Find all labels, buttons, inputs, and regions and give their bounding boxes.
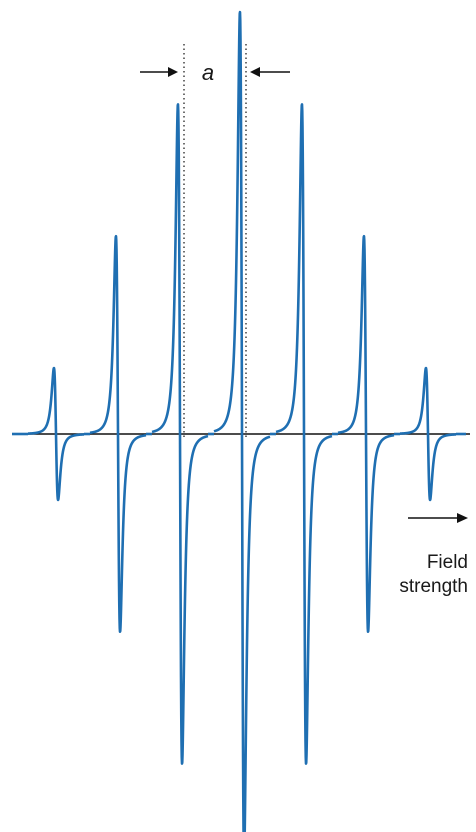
spectrum-line-2 [150, 103, 210, 765]
spectrum-peaks [12, 10, 466, 832]
spacing-arrow-left [140, 67, 178, 77]
spectrum-line-4 [274, 103, 334, 765]
axis-label-strength: strength [399, 576, 468, 597]
spacing-label: a [202, 60, 214, 85]
spacing-arrow-right [250, 67, 290, 77]
spectrum-line-1 [88, 234, 148, 634]
spectrum-line-0 [26, 366, 86, 502]
spacing-guides [183, 44, 247, 440]
axis-label-field: Field [427, 552, 468, 573]
spectrum-line-3 [212, 10, 272, 832]
spectrum-line-5 [336, 234, 396, 634]
spectrum-line-6 [398, 366, 458, 502]
field-arrow [408, 513, 468, 523]
